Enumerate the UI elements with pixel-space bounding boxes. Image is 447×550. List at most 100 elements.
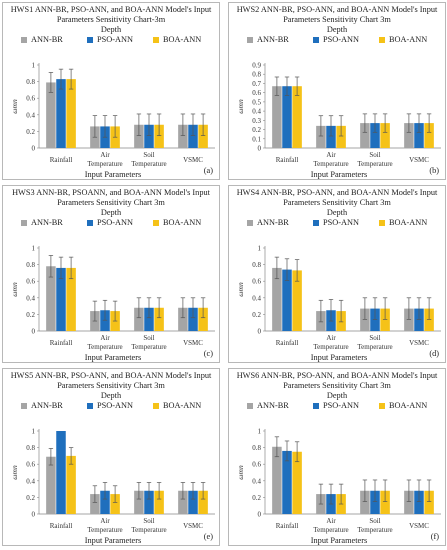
x-tick-label: Air Temperature xyxy=(313,334,348,351)
y-tick-label: 0.2 xyxy=(26,494,35,502)
bar xyxy=(424,308,434,331)
y-tick-label: 0.2 xyxy=(26,128,35,136)
legend-item: PSO-ANN xyxy=(313,35,359,44)
bar xyxy=(380,490,390,514)
x-tick-label: Soil Temperature xyxy=(357,151,392,168)
y-tick-label: 0.6 xyxy=(252,278,261,286)
bar xyxy=(188,307,198,331)
x-axis-label: Input Parameters xyxy=(311,536,367,545)
bar xyxy=(370,490,380,514)
legend-item: PSO-ANN xyxy=(87,218,133,227)
legend-swatch xyxy=(247,402,253,409)
y-axis-label: ωmn xyxy=(236,465,245,480)
x-tick-label: Rainfall xyxy=(50,522,73,530)
y-axis-label: ωmn xyxy=(10,465,19,480)
bar xyxy=(46,82,56,148)
bar xyxy=(110,494,120,514)
legend-swatch xyxy=(247,36,253,43)
bar xyxy=(56,431,66,514)
legend-swatch xyxy=(87,36,93,43)
x-axis-label: Input Parameters xyxy=(311,353,367,362)
x-tick-label: Rainfall xyxy=(276,156,299,164)
legend-label: BOA-ANN xyxy=(389,218,428,227)
bar xyxy=(154,490,164,514)
x-tick-label: VSMC xyxy=(409,522,429,530)
chart-panel: HWS2 ANN-BR, PSO-ANN, and BOA-ANN Model'… xyxy=(228,2,446,180)
y-tick-label: 0.6 xyxy=(252,89,261,97)
legend-label: BOA-ANN xyxy=(389,35,428,44)
y-tick-label: 0.8 xyxy=(252,71,261,79)
y-tick-label: 1 xyxy=(258,245,262,253)
bar xyxy=(370,308,380,331)
y-tick-label: 0.2 xyxy=(26,311,35,319)
legend-label: ANN-BR xyxy=(257,218,289,227)
y-tick-label: 1 xyxy=(32,428,36,436)
legend-item: PSO-ANN xyxy=(87,401,133,410)
legend-label: PSO-ANN xyxy=(97,401,133,410)
legend-swatch xyxy=(87,219,93,226)
bar xyxy=(198,307,208,331)
legend-label: PSO-ANN xyxy=(323,218,359,227)
x-tick-label: Soil Temperature xyxy=(131,151,166,168)
chart-panel: HWS3 ANN-BR, PSOANN, and BOA-ANN Model's… xyxy=(2,185,220,363)
panel-label: (c) xyxy=(203,349,213,358)
bar xyxy=(414,123,424,148)
chart-panel: HWS4 ANN-BR, PSO-ANN, and BOA-ANN Model'… xyxy=(228,185,446,363)
bar xyxy=(282,269,292,331)
x-tick-label: VSMC xyxy=(409,156,429,164)
bar xyxy=(414,490,424,514)
legend-swatch xyxy=(379,402,385,409)
y-tick-label: 0 xyxy=(258,145,262,153)
legend-label: BOA-ANN xyxy=(389,401,428,410)
chart-plot: 0 0.10.20.30.4 0.50.60.70.80.9 ωmn Rainfall A… xyxy=(236,62,441,179)
legend-swatch xyxy=(313,402,319,409)
x-tick-label: VSMC xyxy=(409,339,429,347)
legend-swatch xyxy=(313,36,319,43)
bar xyxy=(272,267,282,331)
legend-item: BOA-ANN xyxy=(379,35,427,44)
bar xyxy=(66,267,76,331)
bar xyxy=(292,270,302,331)
x-tick-label: Soil Temperature xyxy=(357,334,392,351)
bar xyxy=(292,451,302,514)
y-tick-label: 0.2 xyxy=(252,126,261,134)
chart-panel: HWS1 ANN-BR, PSO-ANN, and BOA-ANN Model'… xyxy=(2,2,220,180)
y-tick-label: 0.8 xyxy=(252,261,261,269)
legend-label: ANN-BR xyxy=(257,35,289,44)
legend-label: PSO-ANN xyxy=(97,218,133,227)
chart-panel: HWS5 ANN-BR, PSO-ANN, and BOA-ANN Model'… xyxy=(2,368,220,546)
legend-swatch xyxy=(379,219,385,226)
x-tick-label: Air Temperature xyxy=(87,517,122,534)
legend-label: BOA-ANN xyxy=(163,218,202,227)
bar xyxy=(56,79,66,148)
chart-subtitle: Depth xyxy=(326,208,348,217)
legend-swatch xyxy=(21,36,27,43)
x-tick-label: Soil Temperature xyxy=(357,517,392,534)
legend-label: ANN-BR xyxy=(31,218,63,227)
bar xyxy=(66,455,76,514)
legend-label: BOA-ANN xyxy=(163,35,202,44)
panel-label: (a) xyxy=(203,166,213,175)
x-tick-label: Rainfall xyxy=(276,522,299,530)
legend-item: BOA-ANN xyxy=(379,401,427,410)
x-tick-label: Soil Temperature xyxy=(131,334,166,351)
x-tick-label: Air Temperature xyxy=(313,517,348,534)
bar xyxy=(90,494,100,514)
chart-subtitle: Depth xyxy=(100,25,122,34)
bar xyxy=(46,266,56,331)
y-tick-label: 0.6 xyxy=(252,461,261,469)
bar xyxy=(178,490,188,514)
x-tick-label: Soil Temperature xyxy=(131,517,166,534)
legend-swatch xyxy=(247,219,253,226)
chart-subtitle: Depth xyxy=(100,391,122,400)
bar xyxy=(272,446,282,514)
x-tick-label: VSMC xyxy=(183,156,203,164)
x-tick-label: Rainfall xyxy=(276,339,299,347)
x-tick-label: VSMC xyxy=(183,339,203,347)
y-tick-label: 0.6 xyxy=(26,95,35,103)
y-tick-label: 0.8 xyxy=(252,444,261,452)
chart-plot: 0 0.2 0.4 0.6 0.8 1 ωmn Rainfall Air Temperature S… xyxy=(10,245,215,362)
bar xyxy=(424,490,434,514)
legend-label: ANN-BR xyxy=(257,401,289,410)
x-tick-label: Rainfall xyxy=(50,156,73,164)
